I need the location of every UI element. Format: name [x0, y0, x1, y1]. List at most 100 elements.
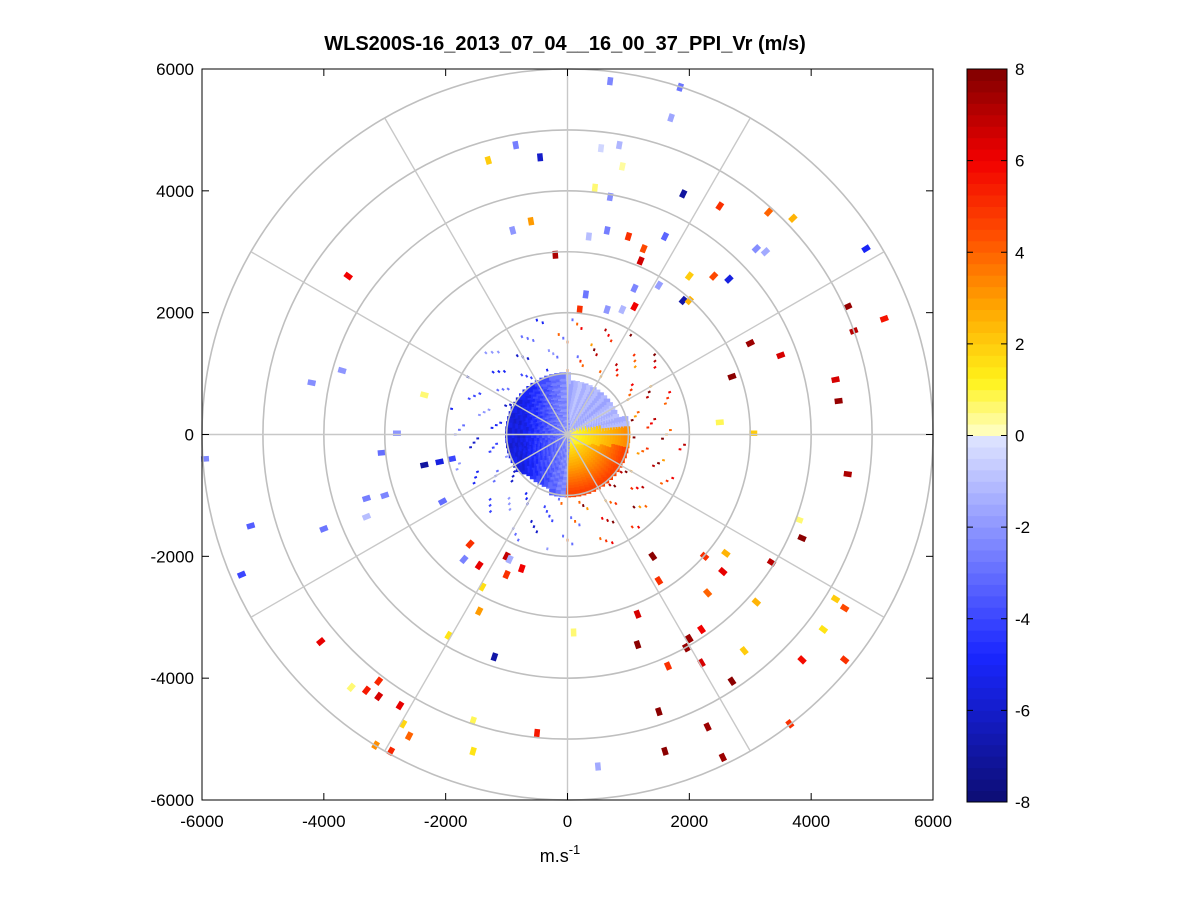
colorbar-tick-label: 0	[1015, 427, 1024, 446]
scatter-return	[644, 504, 648, 508]
colorbar-bands	[967, 69, 1007, 803]
colorbar-band	[967, 435, 1007, 448]
colorbar-band	[967, 676, 1007, 688]
x-tick-label: 6000	[914, 812, 952, 831]
velocity-segment	[465, 539, 475, 549]
velocity-cell	[544, 375, 551, 383]
velocity-segment	[636, 256, 645, 266]
scatter-return	[656, 461, 661, 465]
scatter-return	[488, 503, 492, 508]
colorbar-tick-label: 2	[1015, 335, 1024, 354]
colorbar-band	[967, 217, 1007, 230]
colorbar-band	[967, 378, 1007, 391]
velocity-cell	[606, 402, 613, 409]
scatter-return	[609, 339, 613, 343]
velocity-cell	[609, 469, 617, 477]
velocity-cell	[579, 488, 587, 496]
velocity-cell	[505, 436, 512, 444]
velocity-segment	[639, 243, 648, 254]
velocity-cell	[600, 395, 608, 402]
colorbar-band	[967, 515, 1007, 528]
scatter-return	[535, 318, 539, 322]
velocity-segment	[474, 606, 484, 616]
colorbar-band	[967, 298, 1007, 311]
scatter-return	[604, 328, 607, 332]
velocity-segment	[582, 290, 590, 299]
colorbar-band	[967, 114, 1007, 127]
velocity-cell	[510, 456, 518, 464]
colorbar-band	[967, 389, 1007, 402]
velocity-segment	[374, 691, 384, 702]
scatter-return	[641, 485, 645, 489]
velocity-segment	[667, 113, 675, 123]
velocity-segment	[337, 366, 347, 375]
colorbar-tick-label: -6	[1015, 701, 1030, 720]
scatter-return	[607, 333, 611, 338]
velocity-segment	[633, 640, 642, 650]
scatter-return	[595, 353, 598, 357]
scatter-return	[629, 333, 633, 337]
colorbar-band	[967, 595, 1007, 608]
colorbar-band	[967, 103, 1007, 116]
scatter-return	[535, 530, 539, 534]
colorbar-band	[967, 69, 1007, 81]
velocity-cell	[593, 389, 601, 397]
scatter-return	[628, 393, 632, 397]
scatter-return	[671, 476, 675, 480]
velocity-cell	[515, 465, 523, 473]
velocity-cell	[508, 411, 516, 418]
scatter-return	[641, 449, 645, 453]
scatter-return	[630, 418, 634, 422]
colorbar-band	[967, 607, 1007, 620]
colorbar-tick-label: 4	[1015, 243, 1024, 262]
colorbar-tick-label: 6	[1015, 152, 1024, 171]
scatter-return	[614, 362, 619, 367]
velocity-segment	[751, 243, 762, 254]
scatter-return	[592, 348, 596, 352]
scatter-return	[652, 353, 657, 357]
velocity-segment	[474, 560, 484, 571]
scatter-return	[488, 497, 492, 502]
velocity-segment	[380, 491, 390, 500]
colorbar-band	[967, 618, 1007, 631]
velocity-segment	[830, 594, 841, 604]
colorbar-band	[967, 91, 1007, 104]
colorbar-band	[967, 126, 1007, 139]
scatter-return	[632, 505, 636, 509]
velocity-segment	[398, 719, 408, 729]
colorbar-band	[967, 492, 1007, 505]
colorbar-band	[967, 252, 1007, 265]
scatter-return	[477, 413, 481, 417]
scatter-return	[520, 373, 524, 377]
x-tick-label: 0	[563, 812, 572, 831]
velocity-segment	[724, 274, 734, 284]
scatter-return	[630, 525, 634, 529]
colorbar-band	[967, 767, 1007, 780]
x-tick-label: -6000	[180, 812, 223, 831]
velocity-segment	[512, 140, 520, 150]
colorbar-band	[967, 550, 1007, 562]
scatter-return	[497, 369, 501, 374]
scatter-return	[606, 518, 610, 523]
scatter-return	[495, 469, 500, 473]
scatter-return	[586, 507, 589, 511]
velocity-cell	[598, 480, 606, 487]
velocity-cell	[610, 409, 618, 417]
scatter-return	[506, 387, 510, 391]
colorbar-band	[967, 206, 1007, 219]
velocity-segment	[715, 419, 724, 426]
velocity-segment	[437, 497, 448, 506]
velocity-segment	[533, 728, 541, 738]
scatter-return	[590, 343, 593, 347]
velocity-cell	[529, 472, 537, 480]
velocity-segment	[679, 189, 688, 199]
azimuth-spoke	[384, 434, 569, 752]
scatter-return	[614, 501, 618, 506]
velocity-cell	[574, 489, 582, 497]
velocity-segment	[661, 746, 669, 756]
colorbar-band	[967, 779, 1007, 792]
velocity-segment	[484, 155, 493, 165]
velocity-segment	[684, 633, 694, 644]
scatter-return	[665, 479, 669, 483]
